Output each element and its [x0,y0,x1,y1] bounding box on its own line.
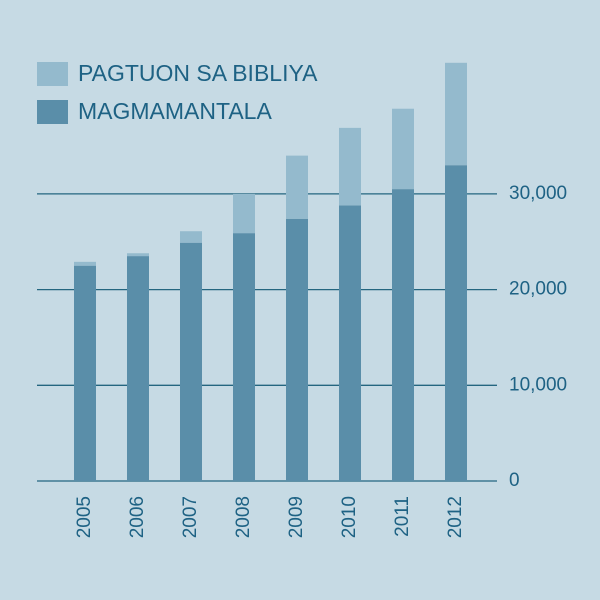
x-tick-label: 2010 [339,496,360,538]
y-tick-label: 10,000 [509,374,567,395]
bar-segment [180,231,202,243]
y-tick-label: 0 [509,470,520,491]
bar-segment [286,155,308,219]
bar-segment [74,261,96,266]
bar-segment [286,218,308,482]
bar-segment [445,165,467,481]
x-tick-label: 2007 [180,496,201,538]
bar-segment [127,253,149,257]
bar-segment [180,242,202,481]
legend-label: MAGMAMANTALA [78,98,272,124]
bar-segment [127,256,149,481]
bar-segment [339,205,361,481]
x-tick-label: 2006 [127,496,148,538]
bar-segment [392,189,414,482]
x-tick-label: 2011 [392,496,413,537]
x-tick-label: 2008 [233,496,254,538]
bar-segment [74,265,96,481]
x-tick-label: 2005 [74,496,95,538]
x-tick-label: 2009 [286,496,307,538]
bar-segment [445,62,467,166]
legend-swatch [37,100,68,124]
legend-label: PAGTUON SA BIBLIYA [78,60,318,86]
bar-segment [233,193,255,234]
y-tick-label: 30,000 [509,183,567,204]
bar-segment [339,127,361,206]
x-tick-label: 2012 [445,496,466,538]
y-tick-label: 20,000 [509,279,567,300]
legend-swatch [37,62,68,86]
bar-segment [392,108,414,190]
bar-segment [233,233,255,481]
